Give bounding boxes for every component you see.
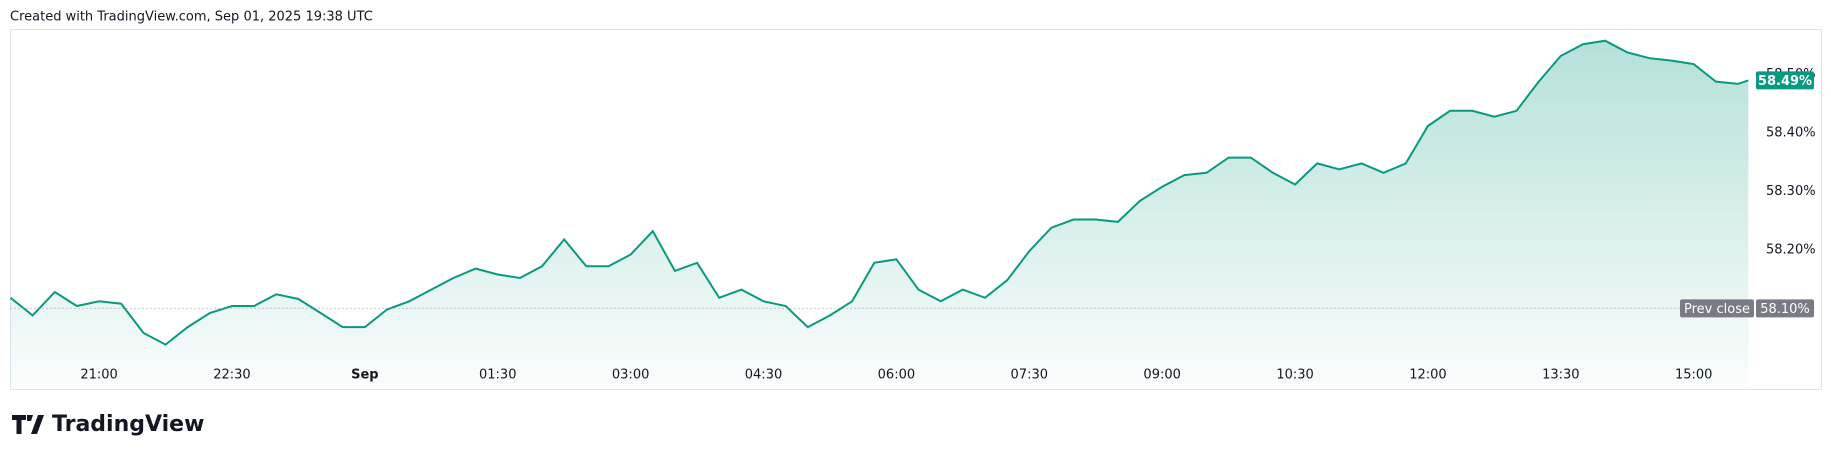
x-tick-label: 10:30: [1276, 368, 1313, 383]
logo-text: TradingView: [52, 412, 204, 437]
header: Created with TradingView.com, Sep 01, 20…: [10, 10, 373, 25]
logo-icon: [12, 415, 44, 434]
x-tick-label: 13:30: [1542, 368, 1579, 383]
prev-close-value-badge: [1756, 299, 1814, 318]
x-tick-label: 15:00: [1675, 368, 1712, 383]
prev-close-badge: [1680, 299, 1754, 318]
frame: [10, 29, 1822, 390]
prev-close-name: Prev close: [1684, 302, 1750, 317]
x-tick-label: 09:00: [1143, 368, 1180, 383]
x-tick-label: 07:30: [1011, 368, 1048, 383]
y-tick-label: 58.40%: [1766, 126, 1816, 141]
x-tick-label: 01:30: [479, 368, 516, 383]
x-tick-label: 04:30: [745, 368, 782, 383]
y-tick-label: 58.20%: [1766, 242, 1816, 257]
logo: TradingView: [12, 412, 204, 437]
x-tick-label: 12:00: [1409, 368, 1446, 383]
x-tick-label: Sep: [351, 368, 379, 383]
x-tick-label: 06:00: [878, 368, 915, 383]
x-tick-label: 03:00: [612, 368, 649, 383]
last-value-label: 58.49%: [1758, 74, 1812, 89]
prev-close-value: 58.10%: [1760, 302, 1810, 317]
x-tick-label: 22:30: [213, 368, 250, 383]
price-line: [9, 39, 1749, 346]
x-tick-label: 21:00: [80, 368, 117, 383]
area: [10, 40, 1749, 389]
last-value-badge: [1756, 71, 1814, 90]
y-tick-label: 58.30%: [1766, 184, 1816, 199]
